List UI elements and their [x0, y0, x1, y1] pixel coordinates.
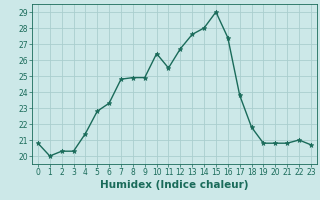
X-axis label: Humidex (Indice chaleur): Humidex (Indice chaleur) [100, 180, 249, 190]
